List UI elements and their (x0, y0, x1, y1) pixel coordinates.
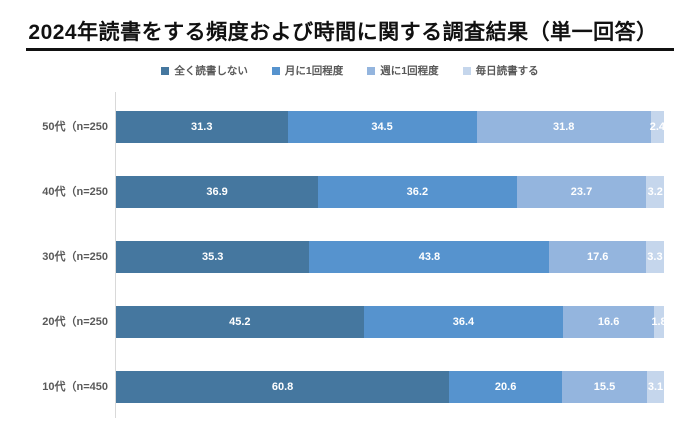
bar-value-label: 3.2 (647, 186, 663, 198)
bar-segment: 23.7 (516, 176, 647, 208)
legend-item: 毎日読書する (462, 63, 539, 78)
bar-value-label: 2.4 (649, 121, 666, 133)
page-title: 2024年読書をする頻度および時間に関する調査結果（単一回答） (0, 10, 700, 52)
bar-value-label: 16.6 (597, 316, 620, 328)
legend-marker-icon (271, 66, 280, 75)
legend-label: 月に1回程度 (284, 65, 344, 77)
bar-value-label: 31.8 (552, 121, 575, 133)
bar-segment: 15.5 (562, 371, 647, 403)
legend-item: 週に1回程度 (367, 63, 439, 78)
bar-segment: 35.3 (116, 241, 310, 273)
category-label: 20代（n=250 (42, 316, 108, 328)
bar-segment: 31.3 (116, 111, 288, 143)
bar-segment: 34.5 (287, 111, 477, 143)
bar-value-label: 60.8 (271, 381, 294, 393)
category-label: 50代（n=250 (42, 121, 108, 133)
bar-segment: 36.9 (116, 176, 319, 208)
bar-segment: 1.8 (651, 306, 667, 338)
bar-value-label: 34.5 (371, 121, 393, 133)
bar-value-label: 3.1 (647, 381, 664, 393)
bar-row: 35.3 43.8 17.6 3.3 (116, 241, 664, 273)
legend-marker-icon (462, 66, 471, 75)
legend-item: 月に1回程度 (271, 63, 344, 78)
category-label: 30代（n=250 (42, 251, 108, 263)
bar-value-label: 43.8 (418, 251, 441, 263)
legend: 全く読書しない 月に1回程度 週に1回程度 毎日読書する (0, 63, 700, 78)
bar-value-label: 45.2 (229, 316, 251, 328)
bar-segment: 43.8 (309, 241, 550, 273)
bar-value-label: 1.8 (651, 316, 667, 328)
bar-value-label: 15.5 (593, 381, 616, 393)
bar-row: 31.3 34.5 31.8 2.4 (116, 111, 666, 143)
bar-segment: 31.8 (476, 111, 651, 143)
bar-segment: 16.6 (563, 306, 655, 338)
bar-row: 60.8 20.6 15.5 3.1 (116, 371, 664, 403)
bar-segment: 36.4 (363, 306, 564, 338)
bar-value-label: 36.9 (206, 186, 228, 198)
legend-marker-icon (367, 66, 376, 75)
bar-segment: 20.6 (449, 371, 563, 403)
bar-segment: 3.2 (646, 176, 664, 208)
plot-area: 31.3 34.5 31.8 2.4 36.9 36.2 23.7 3.2 35.3 43.8 17… (115, 92, 667, 418)
legend-label: 毎日読書する (475, 65, 539, 77)
legend-marker-icon (161, 66, 170, 75)
bar-row: 45.2 36.4 16.6 1.8 (116, 306, 667, 338)
bar-segment: 3.3 (645, 241, 664, 273)
legend-label: 週に1回程度 (380, 65, 439, 77)
bar-segment: 2.4 (649, 111, 666, 143)
bar-value-label: 23.7 (570, 186, 593, 198)
bar-value-label: 36.2 (406, 186, 429, 198)
bar-value-label: 35.3 (202, 251, 224, 263)
category-label: 40代（n=250 (42, 186, 108, 198)
bar-segment: 17.6 (549, 241, 646, 273)
bar-row: 36.9 36.2 23.7 3.2 (116, 176, 664, 208)
bar-value-label: 20.6 (494, 381, 517, 393)
legend-label: 全く読書しない (174, 65, 248, 77)
bar-segment: 60.8 (116, 371, 450, 403)
bar-value-label: 31.3 (191, 121, 213, 133)
page-title-text: 2024年読書をする頻度および時間に関する調査結果（単一回答） (26, 20, 674, 52)
bar-value-label: 17.6 (586, 251, 609, 263)
legend-item: 全く読書しない (161, 63, 248, 78)
category-label: 10代（n=450 (42, 381, 108, 393)
bar-value-label: 36.4 (452, 316, 475, 328)
bar-value-label: 3.3 (647, 251, 663, 263)
bar-segment: 3.1 (646, 371, 664, 403)
bar-segment: 45.2 (116, 306, 364, 338)
bar-segment: 36.2 (318, 176, 517, 208)
